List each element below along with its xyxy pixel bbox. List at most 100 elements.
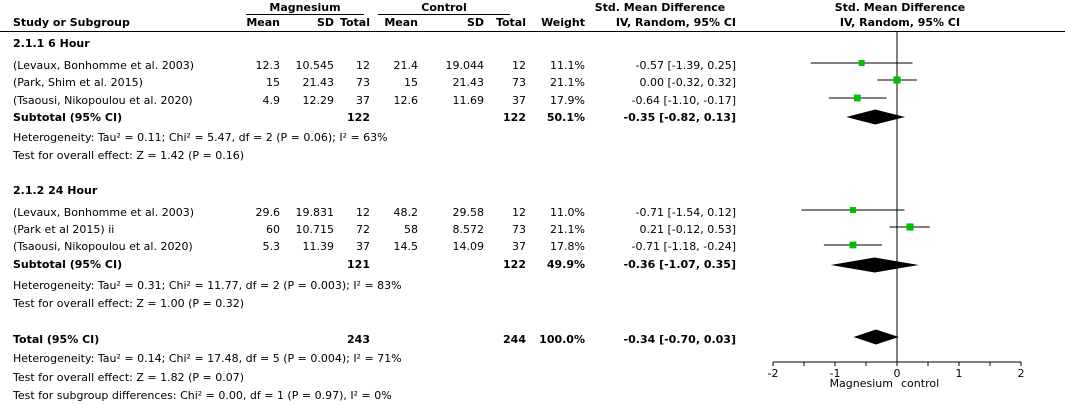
- total1: 37: [356, 94, 370, 107]
- heterogeneity-text: Heterogeneity: Tau² = 0.31; Chi² = 11.77…: [13, 279, 402, 292]
- effect-square: [849, 241, 857, 249]
- subtotal-label: Subtotal (95% CI): [13, 111, 123, 124]
- subtotal-total1: 122: [347, 111, 370, 124]
- mean2: 58: [404, 223, 418, 236]
- weight: 21.1%: [550, 76, 585, 89]
- subtotal-ci: -0.35 [-0.82, 0.13]: [623, 111, 736, 124]
- header-smd-group: Std. Mean Difference: [594, 1, 726, 14]
- sd2: 21.43: [452, 76, 485, 89]
- weight: 11.0%: [550, 206, 585, 219]
- smd-ci: 0.00 [-0.32, 0.32]: [639, 76, 736, 89]
- total1: 37: [356, 240, 370, 253]
- x-tick-label: -2: [768, 367, 779, 380]
- sd1: 10.545: [295, 59, 335, 72]
- weight: 21.1%: [550, 223, 585, 236]
- header-total1: Total: [339, 16, 370, 29]
- smd-ci: -0.71 [-1.18, -0.24]: [631, 240, 736, 253]
- header-control: Control: [378, 1, 510, 15]
- study-name: (Levaux, Bonhomme et al. 2003): [13, 206, 195, 219]
- subtotal-total1: 121: [347, 258, 370, 271]
- favours-right-label: control: [901, 377, 939, 390]
- header-mean2: Mean: [384, 16, 418, 29]
- sd2: 11.69: [452, 94, 485, 107]
- effect-square: [858, 60, 865, 66]
- subtotal-total2: 122: [503, 111, 526, 124]
- mean2: 14.5: [393, 240, 419, 253]
- pooled-diamond: [846, 109, 906, 125]
- study-name: (Tsaousi, Nikopoulou et al. 2020): [13, 240, 193, 253]
- x-tick-label: -1: [830, 367, 841, 380]
- header-mean1: Mean: [246, 16, 280, 29]
- subtotal-weight: 50.1%: [546, 111, 585, 124]
- total1: 73: [356, 76, 370, 89]
- header-smd-sub: IV, Random, 95% CI: [615, 16, 736, 29]
- x-tick-label: 0: [894, 367, 901, 380]
- mean1: 29.6: [255, 206, 281, 219]
- total-weight: 100.0%: [539, 333, 585, 346]
- header-sd1: SD: [316, 16, 334, 29]
- total-ci: -0.34 [-0.70, 0.03]: [623, 333, 736, 346]
- smd-ci: 0.21 [-0.12, 0.53]: [639, 223, 736, 236]
- sd2: 29.58: [452, 206, 485, 219]
- header-study: Study or Subgroup: [13, 16, 130, 29]
- subgroup-title: 2.1.2 24 Hour: [13, 184, 98, 197]
- total2: 73: [512, 223, 526, 236]
- header-magnesium: Magnesium: [246, 1, 364, 15]
- mean1: 4.9: [262, 94, 281, 107]
- smd-ci: -0.71 [-1.54, 0.12]: [635, 206, 737, 219]
- subtotal-ci: -0.36 [-1.07, 0.35]: [623, 258, 736, 271]
- study-name: (Levaux, Bonhomme et al. 2003): [13, 59, 195, 72]
- header-total2: Total: [495, 16, 526, 29]
- total2: 37: [512, 94, 526, 107]
- mean1: 60: [266, 223, 280, 236]
- effect-square: [906, 223, 914, 231]
- total-overall-effect-text: Test for overall effect: Z = 1.82 (P = 0…: [13, 371, 244, 384]
- mean2: 15: [404, 76, 418, 89]
- mean2: 21.4: [393, 59, 419, 72]
- study-name: (Park, Shim et al. 2015): [13, 76, 143, 89]
- overall-effect-text: Test for overall effect: Z = 1.00 (P = 0…: [13, 297, 244, 310]
- smd-ci: -0.64 [-1.10, -0.17]: [631, 94, 736, 107]
- total2: 12: [512, 206, 526, 219]
- favours-left-label: Magnesium: [830, 377, 893, 390]
- sd2: 8.572: [452, 223, 485, 236]
- mean2: 12.6: [393, 94, 419, 107]
- subtotal-label: Subtotal (95% CI): [13, 258, 123, 271]
- weight: 11.1%: [550, 59, 585, 72]
- total2: 12: [512, 59, 526, 72]
- total2: 37: [512, 240, 526, 253]
- subtotal-weight: 49.9%: [546, 258, 585, 271]
- header-weight: Weight: [541, 16, 585, 29]
- sd1: 12.29: [302, 94, 335, 107]
- effect-square: [893, 76, 901, 84]
- total1: 12: [356, 206, 370, 219]
- subtotal-total2: 122: [503, 258, 526, 271]
- study-name: (Park et al 2015) ii: [13, 223, 115, 236]
- total-total2: 244: [503, 333, 526, 346]
- weight: 17.8%: [550, 240, 585, 253]
- total-label: Total (95% CI): [13, 333, 100, 346]
- sd2: 14.09: [452, 240, 485, 253]
- total1: 72: [356, 223, 370, 236]
- mean1: 12.3: [255, 59, 281, 72]
- weight: 17.9%: [550, 94, 585, 107]
- effect-square: [849, 207, 856, 213]
- pooled-diamond: [830, 257, 919, 273]
- sd2: 19.044: [445, 59, 485, 72]
- total-total1: 243: [347, 333, 370, 346]
- subgroup-differences-text: Test for subgroup differences: Chi² = 0.…: [13, 389, 392, 402]
- total1: 12: [356, 59, 370, 72]
- total-heterogeneity-text: Heterogeneity: Tau² = 0.14; Chi² = 17.48…: [13, 352, 402, 365]
- mean2: 48.2: [393, 206, 419, 219]
- header-plot-sub: IV, Random, 95% CI: [839, 16, 961, 29]
- pooled-diamond: [853, 329, 899, 345]
- sd1: 19.831: [295, 206, 335, 219]
- heterogeneity-text: Heterogeneity: Tau² = 0.11; Chi² = 5.47,…: [13, 131, 388, 144]
- mean1: 5.3: [262, 240, 281, 253]
- sd1: 21.43: [302, 76, 335, 89]
- subgroup-title: 2.1.1 6 Hour: [13, 37, 90, 50]
- overall-effect-text: Test for overall effect: Z = 1.42 (P = 0…: [13, 149, 244, 162]
- sd1: 10.715: [295, 223, 335, 236]
- x-tick-label: 2: [1018, 367, 1025, 380]
